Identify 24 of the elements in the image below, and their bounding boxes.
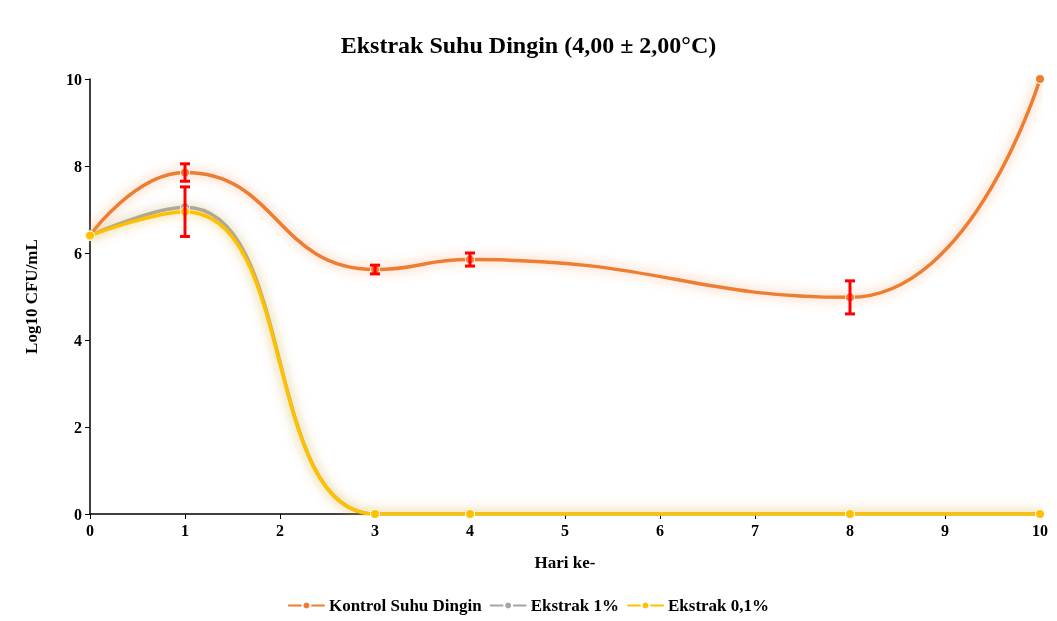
y-tick-label: 0 [74,505,82,523]
x-tick-label: 0 [86,521,94,539]
legend-label: Kontrol Suhu Dingin [328,596,483,615]
x-tick-label: 4 [466,521,474,539]
x-tick-label: 5 [561,521,569,539]
x-axis-title: Hari ke- [534,553,596,572]
x-tick-label: 10 [1032,521,1048,539]
x-tick-label: 9 [941,521,949,539]
x-tick-label: 1 [181,521,189,539]
x-tick-label: 8 [846,521,854,539]
x-tick-label: 3 [371,521,379,539]
point [1035,74,1045,84]
legend-label: Ekstrak 1% [530,596,620,615]
y-tick-label: 8 [74,157,82,175]
y-tick-label: 6 [74,244,82,262]
y-tick-label: 2 [74,418,82,436]
legend-label: Ekstrak 0,1% [668,596,770,615]
chart-title: Ekstrak Suhu Dingin (4,00 ± 2,00°C) [340,32,717,58]
x-tick-label: 7 [751,521,759,539]
y-tick-label: 4 [74,331,82,349]
y-tick-label: 10 [66,70,82,88]
x-tick-label: 2 [276,521,284,539]
y-axis-title: Log10 CFU/mL [22,239,41,354]
x-tick-label: 6 [656,521,664,539]
